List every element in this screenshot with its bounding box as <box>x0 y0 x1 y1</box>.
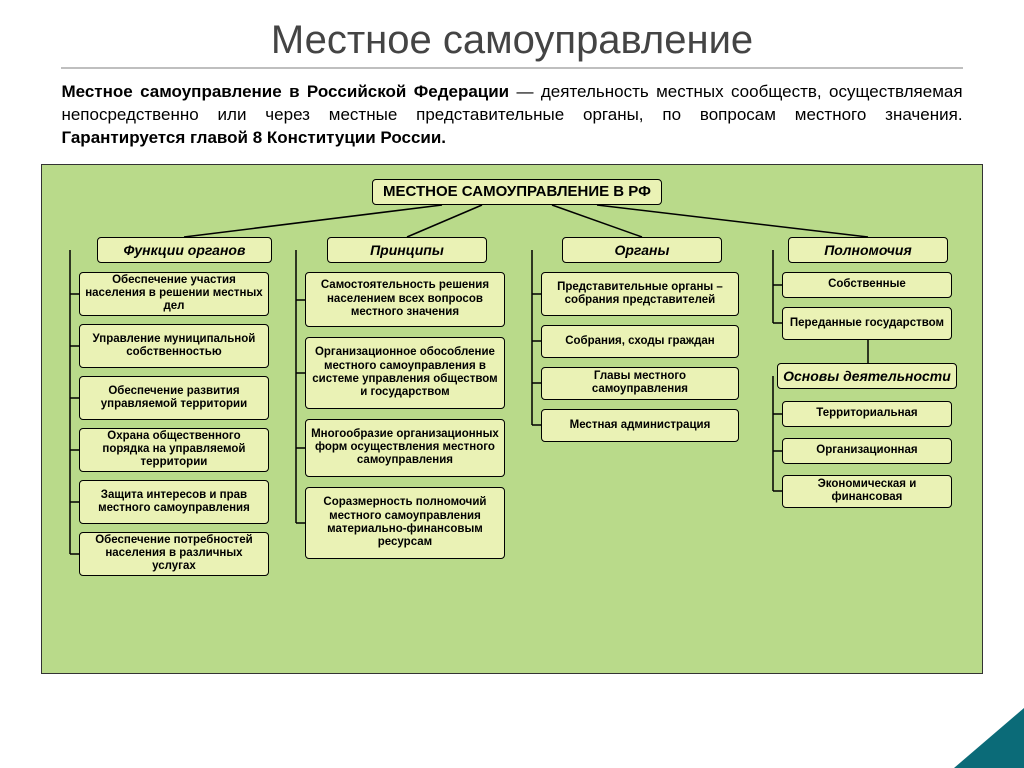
slide-corner-decoration <box>954 708 1024 768</box>
col0-item-1: Управление муниципальной собственностью <box>79 324 269 368</box>
col1-item-0: Самостоятельность решения населением все… <box>305 272 505 327</box>
extra-header: Основы деятельности <box>777 363 957 389</box>
root-box: МЕСТНОЕ САМОУПРАВЛЕНИЕ В РФ <box>372 179 662 205</box>
column-header-3: Полномочия <box>788 237 948 263</box>
page-title: Местное самоуправление <box>0 0 1024 67</box>
col0-item-5: Обеспечение потребностей населения в раз… <box>79 532 269 576</box>
col0-item-0: Обеспечение участия населения в решении … <box>79 272 269 316</box>
col0-item-2: Обеспечение развития управляемой террито… <box>79 376 269 420</box>
column-header-2: Органы <box>562 237 722 263</box>
col2-item-3: Местная администрация <box>541 409 739 442</box>
diagram-container: МЕСТНОЕ САМОУПРАВЛЕНИЕ В РФ Функции орган… <box>41 164 983 674</box>
column-header-0: Функции органов <box>97 237 272 263</box>
col1-item-2: Многообразие организационных форм осущес… <box>305 419 505 477</box>
desc-bold-2: Гарантируется главой 8 Конституции Росси… <box>61 128 446 147</box>
description-text: Местное самоуправление в Российской Феде… <box>61 81 962 150</box>
title-underline <box>61 67 962 69</box>
col3-item-0: Собственные <box>782 272 952 298</box>
col0-item-3: Охрана общественного порядка на управляе… <box>79 428 269 472</box>
col2-item-1: Собрания, сходы граждан <box>541 325 739 358</box>
col2-item-0: Представительные органы – собрания предс… <box>541 272 739 316</box>
col2-item-2: Главы местного самоуправления <box>541 367 739 400</box>
extra-item-0: Территориальная <box>782 401 952 427</box>
extra-item-2: Экономическая и финансовая <box>782 475 952 508</box>
extra-item-1: Организационная <box>782 438 952 464</box>
col0-item-4: Защита интересов и прав местного самоупр… <box>79 480 269 524</box>
col3-item-1: Переданные государством <box>782 307 952 340</box>
col1-item-3: Соразмерность полномочий местного самоуп… <box>305 487 505 559</box>
column-header-1: Принципы <box>327 237 487 263</box>
desc-bold-1: Местное самоуправление в Российской Феде… <box>61 82 509 101</box>
col1-item-1: Организационное обособление местного сам… <box>305 337 505 409</box>
